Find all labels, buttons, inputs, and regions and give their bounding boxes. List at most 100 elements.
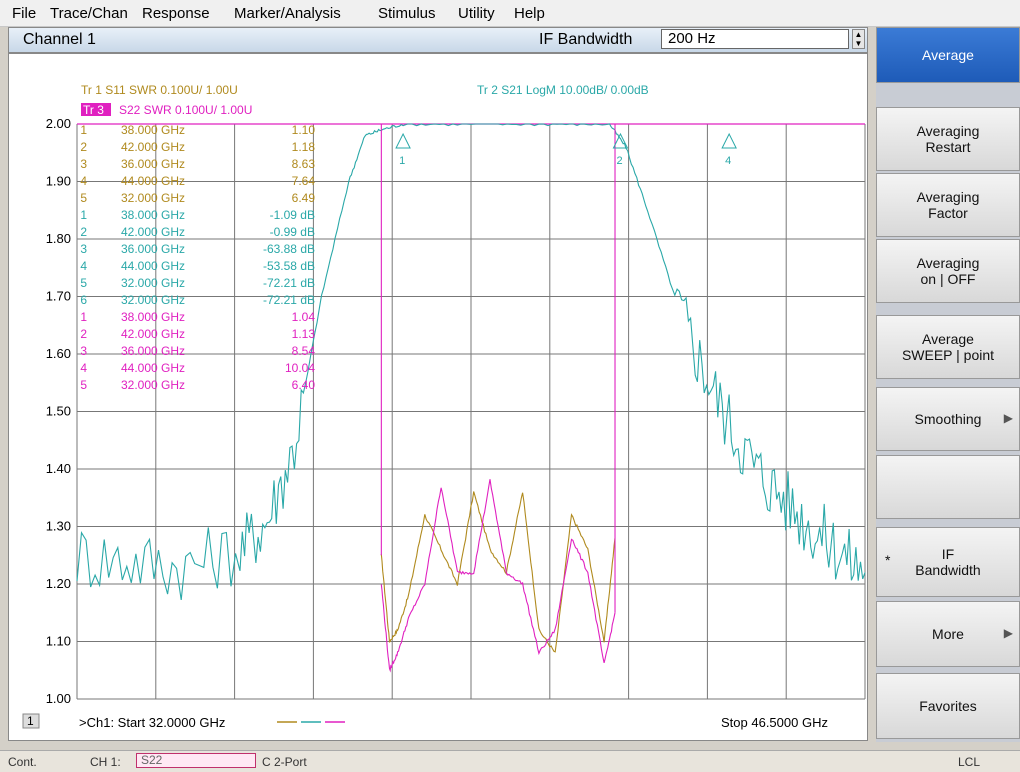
marker-row-value: 1.04 [292, 310, 316, 324]
plot-canvas: 2.00 1.90 1.80 1.70 1.60 1.50 1.40 1.30 1.20 1.10… [22, 83, 866, 730]
softkey-more-label: More [932, 626, 964, 642]
trace-3-label[interactable]: S22 SWR 0.100U/ 1.00U [119, 103, 252, 117]
softkey-label-line1: Average [922, 331, 974, 347]
marker-row-number: 1 [80, 208, 87, 222]
marker-glyphs: 1 2 4 [395, 132, 737, 167]
marker-row-frequency: 44.000 GHz [121, 174, 185, 188]
marker-triangle [395, 132, 411, 149]
marker-triangle [721, 132, 737, 149]
status-channel: CH 1: [90, 755, 121, 769]
start-frequency[interactable]: >Ch1: Start 32.0000 GHz [79, 715, 225, 730]
trace-3-tag[interactable]: Tr 3 [83, 103, 104, 117]
status-lcl: LCL [958, 755, 981, 769]
marker-row-frequency: 38.000 GHz [121, 123, 185, 137]
menu-file[interactable]: File [12, 5, 37, 22]
marker-row-number: 3 [80, 344, 87, 358]
softkey-if-bandwidth[interactable]: * IF Bandwidth [876, 527, 1020, 597]
y-tick-label: 1.00 [46, 691, 71, 706]
marker-row-frequency: 38.000 GHz [121, 208, 185, 222]
if-bandwidth-input[interactable]: 200 Hz [661, 29, 849, 49]
marker-row-frequency: 44.000 GHz [121, 361, 185, 375]
softkey-favorites[interactable]: Favorites [876, 673, 1020, 739]
marker-triangle [612, 132, 629, 149]
marker-row-frequency: 36.000 GHz [121, 344, 185, 358]
marker-row-value: 7.64 [292, 174, 316, 188]
marker-row-frequency: 32.000 GHz [121, 293, 185, 307]
softkey-averaging-factor[interactable]: Averaging Factor [876, 173, 1020, 237]
channel-number-box [22, 713, 40, 729]
marker-row-value: -53.58 dB [263, 259, 315, 273]
y-tick-label: 1.80 [46, 231, 71, 246]
menu-marker-analysis[interactable]: Marker/Analysis [234, 5, 341, 22]
stop-frequency[interactable]: Stop 46.5000 GHz [721, 715, 828, 730]
marker-row-value: -0.99 dB [270, 225, 315, 239]
softkey-label-line2: SWEEP | point [901, 347, 995, 363]
y-tick-label: 1.20 [46, 576, 71, 591]
if-bandwidth-label: IF Bandwidth [539, 31, 633, 48]
y-tick-label: 1.40 [46, 461, 71, 476]
marker-row-frequency: 42.000 GHz [121, 140, 185, 154]
marker-row-value: -72.21 dB [263, 293, 315, 307]
marker-row-value: -63.88 dB [263, 242, 315, 256]
marker-row-number: 2 [80, 327, 87, 341]
menu-utility[interactable]: Utility [458, 5, 495, 22]
trace-curves [76, 123, 866, 673]
menu-help[interactable]: Help [514, 5, 545, 22]
status-active-param[interactable]: S22 [136, 753, 256, 768]
marker-row-number: 5 [80, 191, 87, 205]
marker-label: 2 [616, 155, 622, 167]
softkey-averaging-restart[interactable]: Averaging Restart [876, 107, 1020, 171]
marker-row-frequency: 44.000 GHz [121, 259, 185, 273]
chevron-right-icon: ▶ [1003, 626, 1013, 640]
marker-label: 1 [399, 155, 405, 167]
marker-row-frequency: 42.000 GHz [121, 327, 185, 341]
softkey-label-line2: on | OFF [920, 271, 976, 287]
marker-row-number: 3 [80, 242, 87, 256]
softkey-blank[interactable] [876, 455, 1020, 519]
y-axis-labels: 2.00 1.90 1.80 1.70 1.60 1.50 1.40 1.30 1.20 1.10… [46, 116, 71, 706]
y-tick-label: 1.30 [46, 519, 71, 534]
softkey-averaging-onoff[interactable]: Averaging on | OFF [876, 239, 1020, 303]
marker-row-value: 1.10 [292, 123, 316, 137]
marker-row-value: 1.18 [292, 140, 316, 154]
softkey-label-line2: Factor [928, 205, 968, 221]
marker-row-frequency: 36.000 GHz [121, 157, 185, 171]
marker-row-number: 1 [80, 123, 87, 137]
softkey-smoothing[interactable]: Smoothing ▶ [876, 387, 1020, 451]
marker-row-number: 4 [80, 174, 87, 188]
softkey-average-mode[interactable]: Average SWEEP | point [876, 315, 1020, 379]
y-tick-label: 2.00 [46, 116, 71, 131]
plot-footer: 1 >Ch1: Start 32.0000 GHz Stop 46.5000 G… [22, 713, 828, 730]
softkey-more[interactable]: More ▶ [876, 601, 1020, 667]
softkey-average[interactable]: Average [876, 27, 1020, 83]
marker-row-frequency: 38.000 GHz [121, 310, 185, 324]
marker-row-value: 10.04 [285, 361, 315, 375]
marker-row-number: 5 [80, 276, 87, 290]
y-tick-label: 1.60 [46, 346, 71, 361]
marker-row-value: 6.49 [292, 191, 316, 205]
trace-header: Tr 1 S11 SWR 0.100U/ 1.00U Tr 3 S22 SWR … [81, 83, 649, 117]
marker-row-frequency: 32.000 GHz [121, 378, 185, 392]
marker-row-frequency: 32.000 GHz [121, 276, 185, 290]
plot-grid [76, 123, 866, 700]
marker-row-number: 6 [80, 293, 87, 307]
menu-stimulus[interactable]: Stimulus [378, 5, 436, 22]
softkey-panel: Average Averaging Restart Averaging Fact… [876, 27, 1020, 742]
marker-row-frequency: 32.000 GHz [121, 191, 185, 205]
active-star-icon: * [885, 552, 891, 568]
softkey-label-line1: Averaging [916, 123, 980, 139]
trace-2-label[interactable]: Tr 2 S21 LogM 10.00dB/ 0.00dB [477, 83, 649, 97]
trace-s21-logm [76, 123, 866, 600]
trace-1-label[interactable]: Tr 1 S11 SWR 0.100U/ 1.00U [81, 83, 238, 97]
status-bar: Cont. CH 1: S22 C 2-Port LCL [0, 750, 1020, 772]
if-bandwidth-spinner[interactable]: ▲ ▼ [852, 29, 865, 49]
softkey-label-line2: Restart [925, 139, 971, 155]
marker-row-value: 8.54 [292, 344, 316, 358]
trace-3-tag-bg [81, 103, 111, 116]
softkey-average-label: Average [922, 47, 974, 63]
menu-trace-chan[interactable]: Trace/Chan [50, 5, 128, 22]
marker-tables: 1 38.000 GHz 1.10 2 42.000 GHz 1.18 3 36.000 GH… [80, 123, 315, 392]
trace-s11-swr [380, 491, 616, 653]
channel-title: Channel 1 [23, 31, 96, 48]
menu-response[interactable]: Response [142, 5, 210, 22]
